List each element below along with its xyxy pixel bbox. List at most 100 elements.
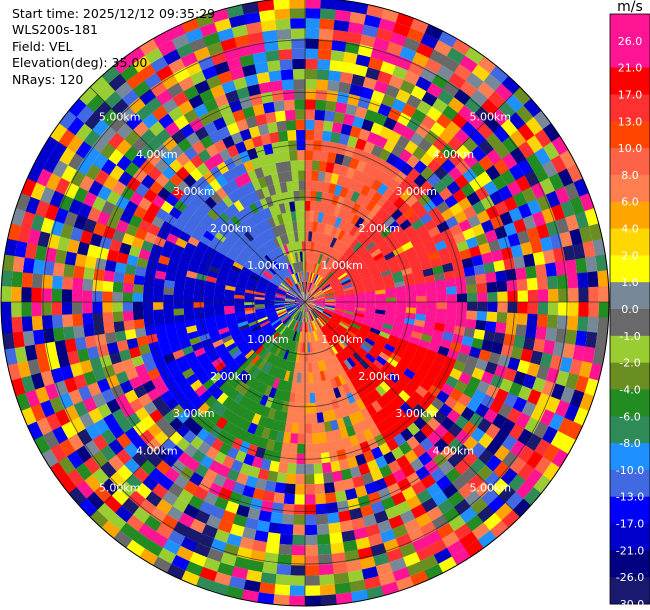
- ppi-gate-cell: [585, 331, 598, 349]
- ppi-gate-cell: [335, 327, 345, 336]
- ppi-gate-cell: [232, 403, 245, 417]
- ppi-gate-cell: [470, 161, 486, 178]
- ppi-gate-cell: [305, 251, 308, 262]
- ppi-gate-cell: [517, 445, 535, 464]
- ppi-gate-cell: [285, 412, 294, 423]
- ppi-gate-cell: [78, 411, 95, 429]
- ppi-gate-cell: [300, 322, 303, 333]
- ppi-gate-cell: [403, 224, 416, 237]
- ppi-gate-cell: [113, 271, 125, 283]
- ppi-gate-cell: [488, 239, 501, 253]
- ppi-gate-cell: [391, 491, 407, 506]
- ppi-gate-cell: [125, 113, 143, 131]
- ppi-gate-cell: [198, 566, 218, 582]
- ppi-gate-cell: [295, 297, 305, 302]
- ppi-gate-cell: [279, 223, 287, 235]
- ppi-gate-cell: [436, 287, 447, 296]
- ppi-gate-cell: [264, 363, 273, 375]
- colorbar-swatch: [610, 228, 650, 256]
- ppi-gate-cell: [198, 112, 214, 127]
- ppi-gate-cell: [271, 332, 280, 342]
- ppi-gate-cell: [334, 439, 345, 451]
- ppi-gate-cell: [345, 559, 362, 573]
- ppi-gate-cell: [214, 361, 227, 373]
- ppi-gate-cell: [265, 327, 275, 336]
- ppi-gate-cell: [350, 517, 366, 531]
- ppi-gate-cell: [379, 529, 396, 544]
- ppi-gate-cell: [343, 234, 353, 245]
- ppi-gate-cell: [343, 246, 353, 257]
- ppi-gate-cell: [132, 292, 144, 302]
- ppi-gate-cell: [418, 361, 432, 374]
- ppi-gate-cell: [368, 377, 380, 389]
- ppi-gate-cell: [507, 233, 521, 248]
- ppi-gate-cell: [210, 334, 222, 344]
- ppi-gate-cell: [34, 385, 50, 404]
- ppi-gate-cell: [306, 271, 309, 282]
- colorbar-swatch: [610, 67, 650, 95]
- ppi-gate-cell: [252, 51, 268, 65]
- ppi-gate-cell: [233, 199, 245, 212]
- range-ring-label: 3.00km: [173, 407, 215, 420]
- ppi-gate-cell: [383, 51, 401, 66]
- ppi-gate-cell: [549, 233, 563, 250]
- ppi-gate-cell: [73, 373, 88, 390]
- ppi-gate-cell: [187, 235, 200, 247]
- ppi-gate-cell: [360, 343, 371, 354]
- ppi-gate-cell: [395, 89, 412, 104]
- ppi-gate-cell: [273, 151, 284, 164]
- ppi-gate-cell: [362, 254, 374, 264]
- ppi-gate-cell: [278, 130, 289, 142]
- ppi-gate-cell: [274, 305, 286, 309]
- ppi-gate-cell: [147, 367, 161, 381]
- ppi-gate-cell: [277, 288, 287, 294]
- ppi-gate-cell: [151, 104, 169, 121]
- ppi-gate-cell: [89, 232, 103, 247]
- ppi-gate-cell: [257, 436, 269, 449]
- ppi-gate-cell: [386, 256, 398, 266]
- ppi-gate-cell: [238, 323, 250, 331]
- ppi-gate-cell: [232, 109, 246, 123]
- ppi-gate-cell: [501, 153, 518, 171]
- ppi-gate-cell: [372, 359, 384, 370]
- ppi-gate-cell: [383, 361, 396, 373]
- ppi-gate-cell: [237, 276, 249, 284]
- ppi-gate-cell: [305, 302, 311, 311]
- ppi-gate-cell: [173, 294, 184, 302]
- ppi-gate-cell: [96, 210, 111, 226]
- ppi-gate-cell: [86, 93, 105, 113]
- ppi-gate-cell: [286, 129, 297, 141]
- ppi-gate-cell: [273, 440, 283, 453]
- ppi-gate-cell: [515, 480, 534, 500]
- ppi-gate-cell: [229, 230, 241, 241]
- ppi-gate-cell: [402, 273, 415, 282]
- ppi-gate-cell: [345, 369, 355, 382]
- nrays-text: NRays: 120: [12, 71, 84, 87]
- ppi-gate-cell: [363, 314, 375, 321]
- ppi-gate-cell: [51, 314, 64, 329]
- ppi-gate-cell: [309, 283, 316, 294]
- range-ring-label: 2.00km: [358, 370, 400, 383]
- ppi-gate-cell: [269, 238, 278, 250]
- ppi-gate-cell: [258, 582, 276, 595]
- ppi-gate-cell: [465, 72, 485, 90]
- ppi-gate-cell: [265, 308, 276, 313]
- ppi-gate-cell: [355, 193, 367, 206]
- ppi-gate-cell: [131, 236, 145, 249]
- ppi-gate-cell: [79, 174, 95, 192]
- ppi-gate-cell: [244, 193, 255, 206]
- ppi-gate-cell: [239, 208, 251, 221]
- ppi-gate-cell: [505, 94, 524, 113]
- ppi-gate-cell: [559, 231, 573, 248]
- ppi-gate-cell: [289, 350, 295, 362]
- ppi-gate-cell: [235, 472, 249, 486]
- ppi-gate-cell: [364, 175, 377, 189]
- ppi-gate-cell: [268, 281, 279, 289]
- ppi-gate-cell: [123, 272, 135, 284]
- ppi-gate-cell: [0, 301, 12, 318]
- ppi-gate-cell: [355, 307, 366, 312]
- ppi-gate-cell: [51, 425, 69, 444]
- ppi-gate-cell: [78, 498, 98, 517]
- ppi-gate-cell: [286, 264, 293, 275]
- ppi-gate-cell: [243, 362, 254, 373]
